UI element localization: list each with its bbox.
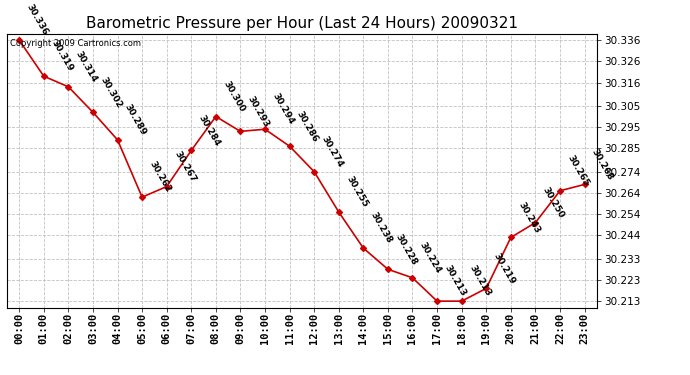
Text: Copyright 2009 Cartronics.com: Copyright 2009 Cartronics.com [10,39,141,48]
Text: 30.238: 30.238 [369,211,394,245]
Text: 30.319: 30.319 [49,39,75,74]
Text: 30.336: 30.336 [25,3,50,38]
Text: 30.314: 30.314 [74,50,99,84]
Text: 30.224: 30.224 [418,240,443,275]
Text: 30.267: 30.267 [172,149,197,184]
Text: 30.284: 30.284 [197,113,222,148]
Text: 30.300: 30.300 [221,80,246,114]
Text: 30.219: 30.219 [492,251,517,286]
Text: 30.294: 30.294 [270,92,296,126]
Text: 30.286: 30.286 [295,109,320,144]
Text: 30.274: 30.274 [319,134,345,169]
Text: 30.293: 30.293 [246,94,271,129]
Text: 30.243: 30.243 [516,200,542,235]
Text: 30.262: 30.262 [148,160,172,194]
Text: 30.302: 30.302 [99,75,124,109]
Text: 30.268: 30.268 [590,147,615,182]
Text: 30.213: 30.213 [467,264,492,298]
Text: 30.289: 30.289 [123,103,148,137]
Text: 30.255: 30.255 [344,175,369,209]
Text: 30.228: 30.228 [393,232,419,267]
Text: 30.250: 30.250 [541,186,566,220]
Text: 30.265: 30.265 [566,154,591,188]
Text: 30.213: 30.213 [442,264,468,298]
Title: Barometric Pressure per Hour (Last 24 Hours) 20090321: Barometric Pressure per Hour (Last 24 Ho… [86,16,518,31]
